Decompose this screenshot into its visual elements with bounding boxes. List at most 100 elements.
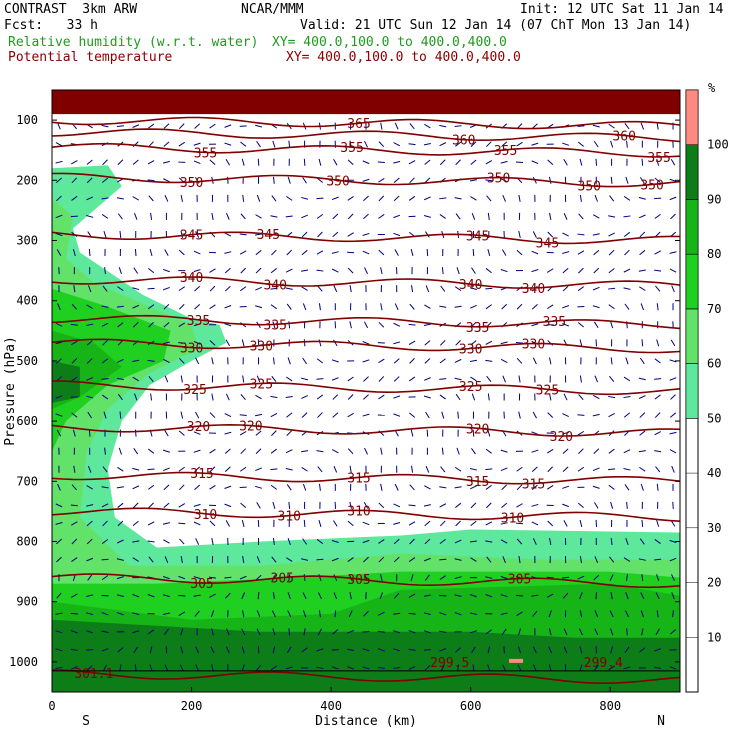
wind-vector bbox=[610, 321, 614, 329]
wind-vector bbox=[393, 395, 401, 399]
wind-vector bbox=[148, 375, 154, 382]
wind-vector bbox=[239, 575, 247, 580]
wind-vector bbox=[333, 520, 338, 527]
wind-vector bbox=[362, 648, 370, 652]
wind-vector bbox=[485, 468, 493, 471]
wind-vector bbox=[455, 393, 461, 401]
wind-vector bbox=[578, 213, 584, 220]
wind-vector bbox=[500, 160, 508, 164]
wind-vector bbox=[423, 630, 431, 634]
wind-vector bbox=[669, 196, 677, 201]
wind-vector bbox=[577, 250, 585, 255]
wind-vector bbox=[134, 212, 138, 220]
wind-vector bbox=[654, 250, 661, 255]
wind-vector bbox=[101, 648, 109, 652]
wind-vector bbox=[178, 123, 185, 129]
theta-contour-label: 355 bbox=[494, 144, 517, 159]
wind-vector bbox=[562, 305, 570, 309]
wind-vector bbox=[379, 592, 384, 600]
y-tick-label: 700 bbox=[16, 474, 38, 488]
wind-vector bbox=[209, 304, 216, 310]
y-tick-label: 400 bbox=[16, 294, 38, 308]
colorbar-tick-label: 80 bbox=[707, 247, 721, 261]
wind-vector bbox=[349, 285, 352, 293]
theta-contour-label: 315 bbox=[190, 467, 213, 482]
theta-contour-335 bbox=[52, 314, 680, 330]
wind-vector bbox=[86, 665, 93, 671]
wind-vector bbox=[531, 449, 539, 453]
colorbar-tick-label: 90 bbox=[707, 192, 721, 206]
wind-vector bbox=[116, 612, 124, 616]
wind-vector bbox=[239, 125, 247, 127]
wind-vector bbox=[347, 394, 354, 400]
wind-vector bbox=[180, 411, 184, 419]
wind-vector bbox=[272, 628, 276, 636]
wind-vector bbox=[132, 159, 139, 165]
wind-vector bbox=[116, 486, 124, 489]
wind-vector bbox=[439, 612, 447, 616]
theta-contour-310 bbox=[52, 507, 680, 522]
wind-vector bbox=[163, 178, 170, 183]
wind-vector bbox=[439, 378, 447, 380]
wind-vector bbox=[378, 321, 385, 328]
wind-vector bbox=[394, 303, 399, 311]
wind-vector bbox=[347, 557, 354, 562]
wind-vector bbox=[316, 250, 324, 255]
wind-vector bbox=[546, 576, 554, 579]
wind-vector bbox=[302, 357, 307, 365]
wind-vector bbox=[101, 322, 109, 327]
wind-vector bbox=[656, 158, 660, 166]
wind-vector bbox=[500, 467, 508, 472]
wind-vector bbox=[116, 558, 124, 561]
wind-vector bbox=[547, 466, 554, 473]
wind-vector bbox=[117, 502, 124, 508]
wind-vector bbox=[562, 503, 570, 508]
wind-vector bbox=[393, 413, 401, 417]
wind-vector bbox=[454, 558, 462, 561]
wind-vector bbox=[411, 285, 414, 293]
wind-vector bbox=[116, 377, 124, 381]
theta-contour-label: 335 bbox=[466, 321, 489, 336]
wind-vector bbox=[178, 611, 186, 616]
wind-vector bbox=[164, 375, 169, 383]
wind-vector bbox=[669, 431, 677, 435]
x-axis-north-label: N bbox=[657, 714, 665, 729]
wind-vector bbox=[486, 195, 492, 202]
wind-vector bbox=[225, 646, 230, 654]
wind-vector bbox=[671, 592, 675, 600]
wind-vector bbox=[608, 268, 615, 274]
wind-vector bbox=[55, 322, 63, 327]
wind-vector bbox=[548, 628, 552, 636]
wind-vector bbox=[669, 557, 677, 562]
wind-vector bbox=[240, 394, 246, 400]
wind-vector bbox=[347, 412, 354, 418]
wind-vector bbox=[516, 466, 523, 472]
theta-contour-320 bbox=[52, 423, 680, 437]
wind-vector bbox=[423, 143, 431, 146]
wind-vector bbox=[331, 196, 339, 201]
wind-vector bbox=[70, 648, 78, 651]
wind-vector bbox=[55, 630, 63, 634]
wind-vector bbox=[209, 520, 216, 527]
wind-vector bbox=[178, 466, 185, 472]
wind-vector bbox=[194, 285, 201, 292]
wind-vector bbox=[317, 592, 322, 600]
wind-vector bbox=[532, 411, 537, 419]
wind-vector bbox=[532, 538, 537, 545]
wind-vector bbox=[194, 123, 201, 129]
wind-vector bbox=[500, 522, 508, 525]
wind-vector bbox=[301, 558, 309, 561]
wind-vector bbox=[104, 447, 106, 455]
wind-vector bbox=[317, 285, 323, 292]
wind-vector bbox=[225, 592, 231, 599]
wind-vector bbox=[485, 340, 493, 345]
y-tick-label: 100 bbox=[16, 113, 38, 127]
wind-vector bbox=[302, 592, 307, 600]
wind-vector bbox=[410, 574, 414, 582]
wind-vector bbox=[193, 521, 201, 526]
wind-vector bbox=[609, 574, 614, 581]
wind-vector bbox=[73, 465, 76, 473]
wind-vector bbox=[669, 666, 677, 670]
wind-vector bbox=[579, 646, 583, 654]
wind-vector bbox=[500, 539, 508, 544]
